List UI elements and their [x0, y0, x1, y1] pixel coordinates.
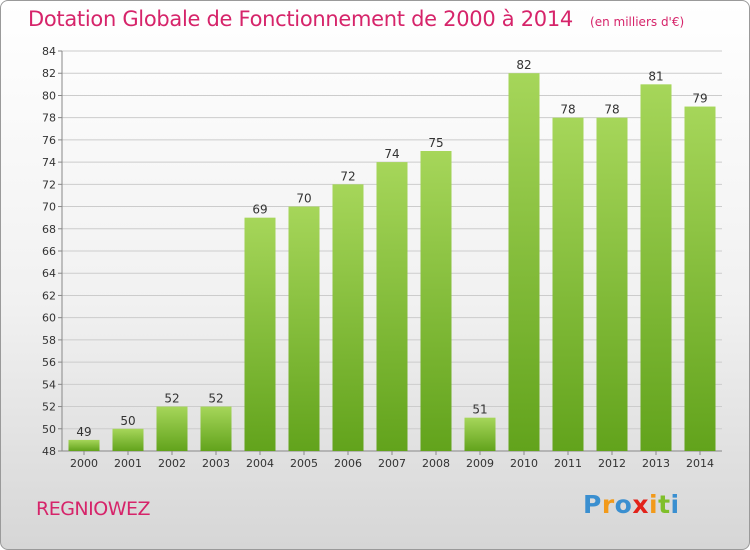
y-tick-label: 48 — [42, 445, 56, 458]
bar — [552, 117, 584, 452]
logo-letter: i — [649, 490, 659, 519]
x-tick-label: 2000 — [70, 457, 98, 470]
data-label: 52 — [164, 392, 179, 406]
x-tick-label: 2009 — [466, 457, 494, 470]
bar — [156, 406, 188, 451]
data-label: 78 — [560, 103, 575, 117]
bar — [684, 106, 716, 452]
y-tick-label: 84 — [42, 45, 56, 58]
y-tick-label: 68 — [42, 223, 56, 236]
y-tick-label: 62 — [42, 289, 56, 302]
data-label: 52 — [208, 392, 223, 406]
y-tick-label: 80 — [42, 89, 56, 102]
bar — [420, 151, 452, 451]
commune-name: REGNIOWEZ — [36, 498, 151, 520]
data-label: 81 — [648, 69, 663, 83]
data-label: 50 — [120, 414, 135, 428]
y-tick-label: 72 — [42, 178, 56, 191]
x-tick-label: 2012 — [598, 457, 626, 470]
bar — [376, 162, 408, 451]
proxiti-logo: Proxiti — [583, 490, 680, 519]
data-label: 70 — [296, 192, 311, 206]
data-label: 72 — [340, 169, 355, 183]
data-label: 74 — [384, 147, 399, 161]
y-tick-label: 50 — [42, 423, 56, 436]
y-tick-label: 64 — [42, 267, 56, 280]
bar — [68, 439, 100, 451]
x-tick-label: 2002 — [158, 457, 186, 470]
data-label: 69 — [252, 203, 267, 217]
y-tick-label: 58 — [42, 334, 56, 347]
logo-letter: x — [632, 490, 649, 519]
data-label: 82 — [516, 58, 531, 72]
logo-letter: o — [614, 490, 633, 519]
y-tick-label: 82 — [42, 67, 56, 80]
x-tick-label: 2011 — [554, 457, 582, 470]
bar — [244, 217, 276, 451]
x-tick-label: 2008 — [422, 457, 450, 470]
chart-title: Dotation Globale de Fonctionnement de 20… — [28, 7, 573, 31]
y-tick-label: 70 — [42, 201, 56, 214]
data-label: 49 — [76, 425, 91, 439]
logo-letter: P — [583, 490, 602, 519]
y-tick-label: 74 — [42, 156, 56, 169]
bar — [640, 84, 672, 451]
bar — [332, 184, 364, 452]
x-tick-label: 2007 — [378, 457, 406, 470]
logo-letter: t — [658, 490, 671, 519]
x-tick-label: 2013 — [642, 457, 670, 470]
bar — [596, 117, 628, 452]
bar — [288, 206, 320, 451]
chart-subtitle: (en milliers d'€) — [590, 15, 685, 29]
data-label: 78 — [604, 103, 619, 117]
x-tick-label: 2004 — [246, 457, 274, 470]
x-tick-label: 2005 — [290, 457, 318, 470]
data-label: 75 — [428, 136, 443, 150]
logo-letter: r — [601, 490, 615, 519]
y-tick-label: 56 — [42, 356, 56, 369]
y-tick-label: 66 — [42, 245, 56, 258]
x-tick-label: 2014 — [686, 457, 714, 470]
x-tick-label: 2003 — [202, 457, 230, 470]
x-tick-label: 2001 — [114, 457, 142, 470]
y-tick-label: 52 — [42, 401, 56, 414]
data-label: 79 — [692, 92, 707, 106]
y-tick-label: 76 — [42, 134, 56, 147]
x-tick-label: 2006 — [334, 457, 362, 470]
bar — [112, 428, 144, 451]
y-tick-label: 54 — [42, 378, 56, 391]
logo-letter: i — [670, 490, 680, 519]
y-tick-label: 60 — [42, 312, 56, 325]
data-label: 51 — [472, 403, 487, 417]
bar — [508, 73, 540, 451]
bar — [200, 406, 232, 451]
chart-title-block: Dotation Globale de Fonctionnement de 20… — [28, 7, 684, 31]
y-tick-label: 78 — [42, 112, 56, 125]
bar — [464, 417, 496, 451]
x-tick-label: 2010 — [510, 457, 538, 470]
